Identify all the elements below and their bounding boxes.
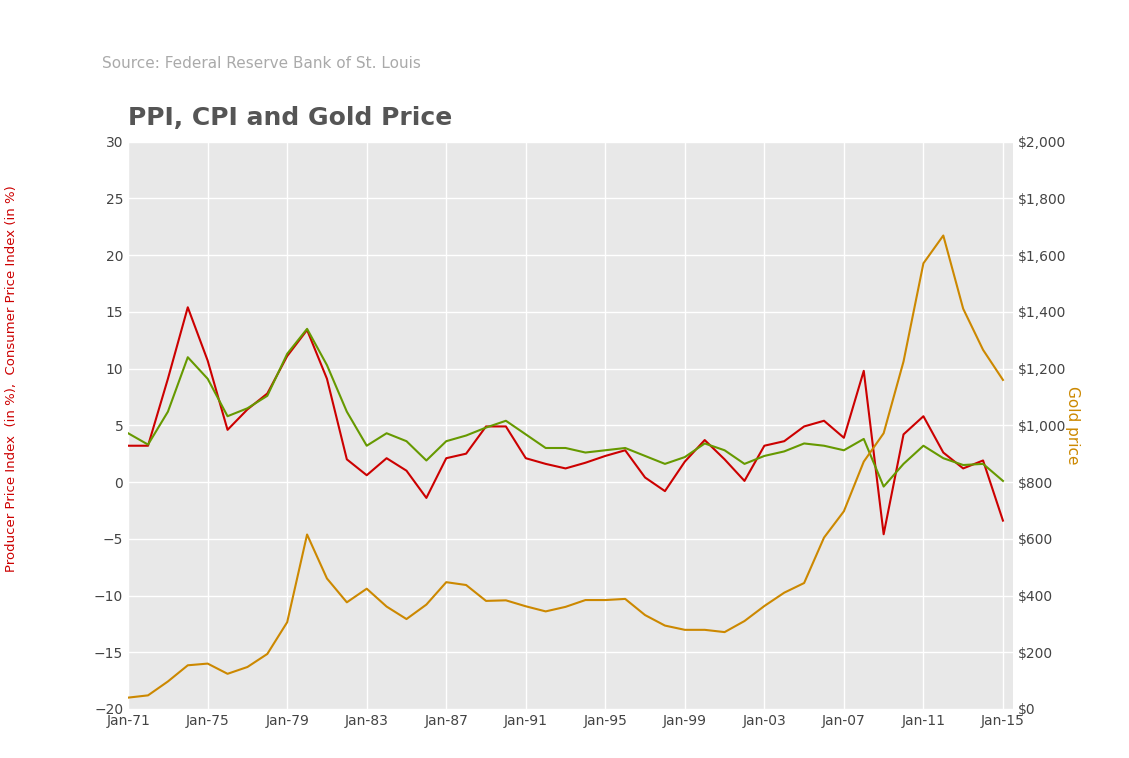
Text: PPI, CPI and Gold Price: PPI, CPI and Gold Price bbox=[128, 106, 453, 130]
Y-axis label: Gold price: Gold price bbox=[1065, 386, 1080, 465]
Text: Producer Price Index  (in %),  Consumer Price Index (in %): Producer Price Index (in %), Consumer Pr… bbox=[5, 186, 18, 572]
Text: Source: Federal Reserve Bank of St. Louis: Source: Federal Reserve Bank of St. Loui… bbox=[102, 56, 420, 71]
